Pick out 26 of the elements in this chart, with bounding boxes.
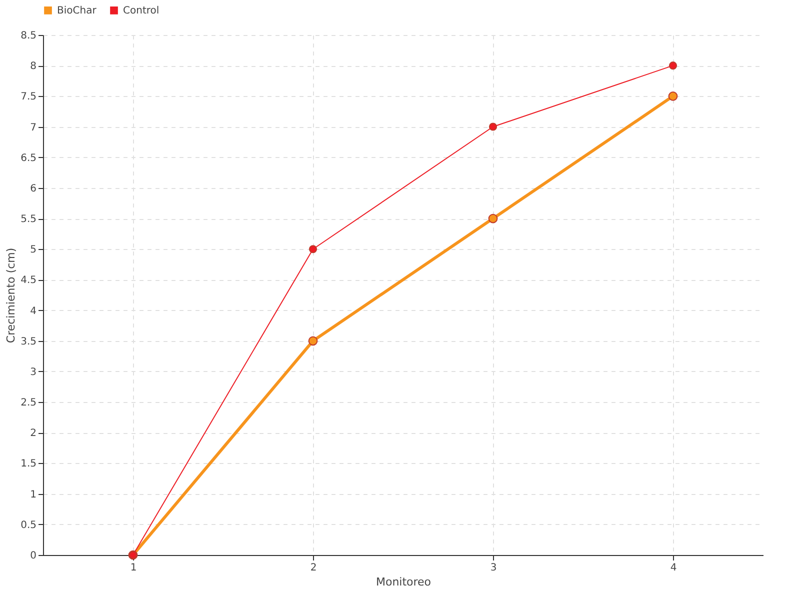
y-tick-label: 8.5 [20,30,36,42]
y-tick-label: 3.5 [20,336,36,348]
y-tick-label: 3 [30,366,36,378]
x-tick-label: 2 [310,562,317,574]
y-tick-label: 5 [30,244,36,256]
y-tick-label: 2 [30,428,36,440]
y-tick-label: 7.5 [20,92,36,103]
y-tick-label: 5.5 [20,214,36,226]
y-tick-label: 1 [30,489,36,500]
y-tick-label: 8 [30,61,36,72]
x-axis-title: Monitoreo [376,576,432,588]
y-tick-label: 0.5 [20,520,36,531]
y-tick-label: 0 [30,550,36,562]
x-tick-label: 1 [130,562,137,574]
x-tick-label: 4 [670,562,677,574]
y-tick-label: 1.5 [20,458,36,470]
y-axis-title: Crecimiento (cm) [4,248,18,344]
y-tick-label: 6 [30,183,36,194]
y-tick-label: 4.5 [20,275,36,286]
x-tick-label: 3 [490,562,497,574]
legend-label: BioChar [57,5,98,16]
y-tick-label: 6.5 [20,152,36,164]
y-tick-label: 7 [30,122,36,134]
y-tick-label: 4 [30,306,36,317]
legend-label: Control [123,5,160,16]
y-tick-label: 2.5 [20,398,36,409]
